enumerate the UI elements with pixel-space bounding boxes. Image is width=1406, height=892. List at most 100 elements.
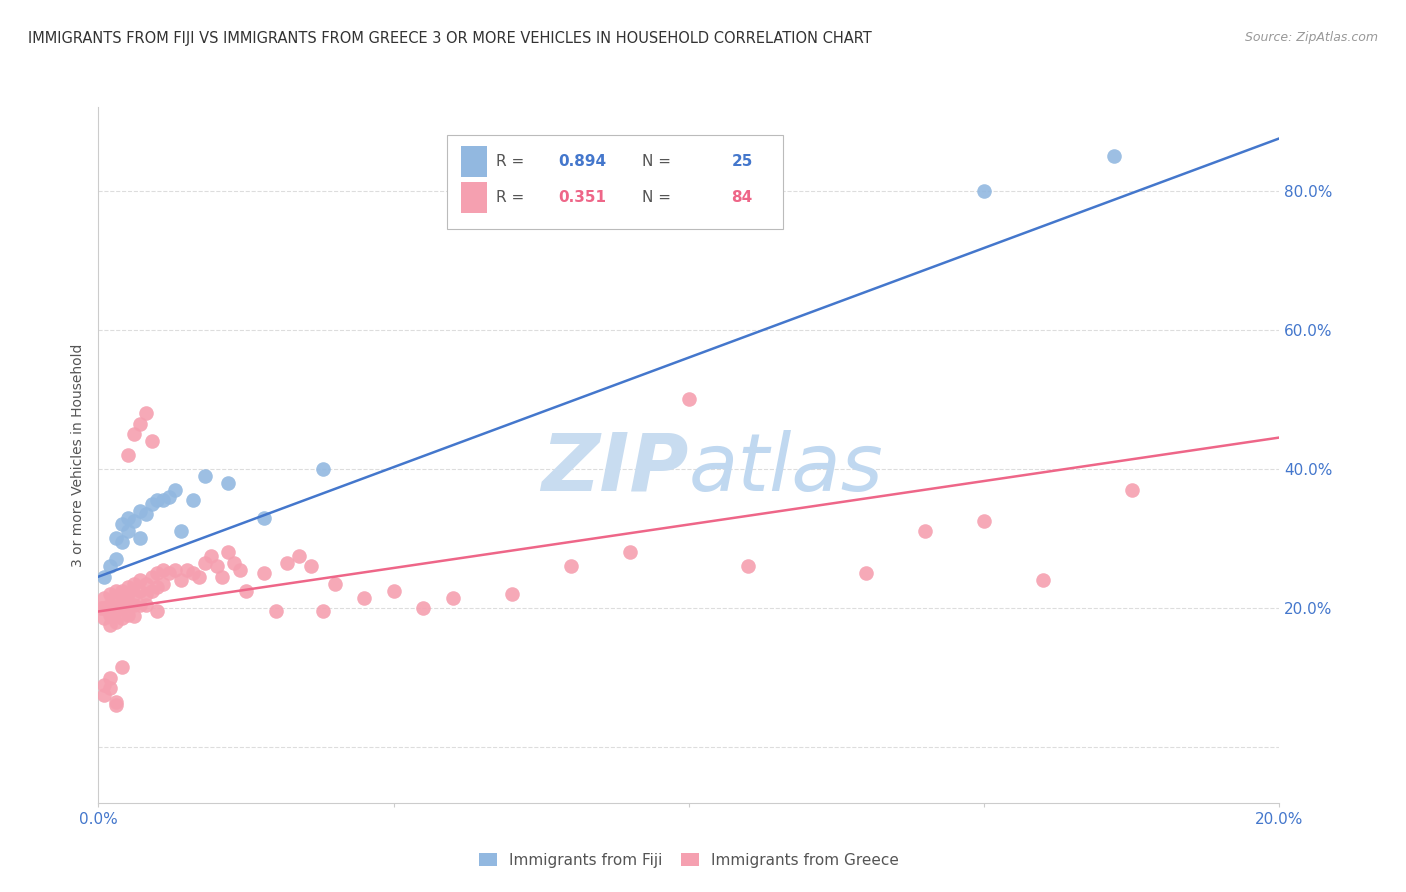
Point (253, 510, 276, 524)
Point (141, 570, 163, 584)
Point (93, 611, 115, 625)
Point (855, 566, 877, 581)
Point (98, 671, 121, 685)
Point (1102, 149, 1125, 163)
Point (560, 559, 582, 574)
Point (105, 552, 128, 566)
Point (122, 609, 145, 624)
Legend: Immigrants from Fiji, Immigrants from Greece: Immigrants from Fiji, Immigrants from Gr… (471, 845, 907, 875)
Point (157, 566, 180, 581)
Text: 0.894: 0.894 (558, 153, 607, 169)
Point (111, 517, 134, 532)
Point (122, 514, 145, 528)
Point (253, 566, 276, 581)
Point (122, 427, 145, 442)
Point (105, 698, 128, 713)
Point (111, 583, 134, 598)
Point (117, 607, 139, 622)
Point (224, 556, 246, 570)
Point (135, 598, 157, 612)
Point (323, 576, 346, 591)
Point (276, 556, 298, 570)
Point (105, 594, 128, 608)
Point (973, 184, 995, 198)
Point (105, 695, 128, 709)
Point (441, 591, 464, 605)
Text: 25: 25 (731, 153, 752, 169)
Point (165, 563, 187, 577)
Text: atlas: atlas (689, 430, 884, 508)
Point (141, 497, 163, 511)
Point (1032, 573, 1054, 587)
Point (111, 601, 134, 615)
Point (117, 598, 139, 612)
Point (152, 576, 174, 591)
Point (146, 580, 169, 594)
Point (181, 493, 204, 508)
Point (312, 605, 335, 619)
Text: R =: R = (496, 153, 530, 169)
Point (128, 573, 150, 587)
Point (122, 598, 145, 612)
Point (105, 605, 128, 619)
Point (135, 406, 157, 420)
Point (211, 570, 233, 584)
Text: 84: 84 (731, 190, 752, 205)
Point (117, 448, 139, 462)
Point (117, 580, 139, 594)
Text: N =: N = (641, 190, 675, 205)
Point (98, 587, 121, 601)
Point (105, 532, 128, 546)
Text: Source: ZipAtlas.com: Source: ZipAtlas.com (1244, 31, 1378, 45)
Point (235, 583, 257, 598)
FancyBboxPatch shape (461, 145, 486, 177)
Point (200, 549, 222, 563)
Point (299, 559, 322, 574)
Point (111, 611, 134, 625)
Point (98, 598, 121, 612)
Point (973, 514, 995, 528)
Text: R =: R = (496, 190, 530, 205)
Point (170, 573, 193, 587)
Point (194, 556, 217, 570)
Point (412, 601, 434, 615)
Point (117, 524, 139, 539)
Point (93, 591, 115, 605)
Point (135, 507, 157, 521)
Point (152, 563, 174, 577)
Point (128, 583, 150, 598)
Point (1121, 483, 1143, 497)
Point (217, 545, 239, 559)
Point (135, 576, 157, 591)
Point (117, 587, 139, 601)
Point (181, 566, 204, 581)
Point (111, 534, 134, 549)
Y-axis label: 3 or more Vehicles in Household: 3 or more Vehicles in Household (72, 343, 86, 566)
Point (194, 468, 217, 483)
Point (288, 549, 311, 563)
Point (98, 618, 121, 632)
Point (105, 615, 128, 629)
Point (353, 591, 375, 605)
Point (187, 570, 209, 584)
Point (205, 559, 228, 574)
Point (501, 587, 523, 601)
Text: ZIP: ZIP (541, 430, 689, 508)
Point (98, 559, 121, 574)
Point (105, 583, 128, 598)
Point (128, 532, 150, 546)
Point (93, 601, 115, 615)
Point (93, 688, 115, 702)
Point (98, 681, 121, 695)
Point (135, 587, 157, 601)
Point (737, 559, 759, 574)
Point (93, 677, 115, 691)
Text: 0.351: 0.351 (558, 190, 606, 205)
Point (90, 601, 112, 615)
Point (111, 660, 134, 674)
Point (152, 493, 174, 508)
Point (914, 524, 936, 539)
Point (312, 462, 335, 476)
Text: IMMIGRANTS FROM FIJI VS IMMIGRANTS FROM GREECE 3 OR MORE VEHICLES IN HOUSEHOLD C: IMMIGRANTS FROM FIJI VS IMMIGRANTS FROM … (28, 31, 872, 46)
Point (111, 594, 134, 608)
